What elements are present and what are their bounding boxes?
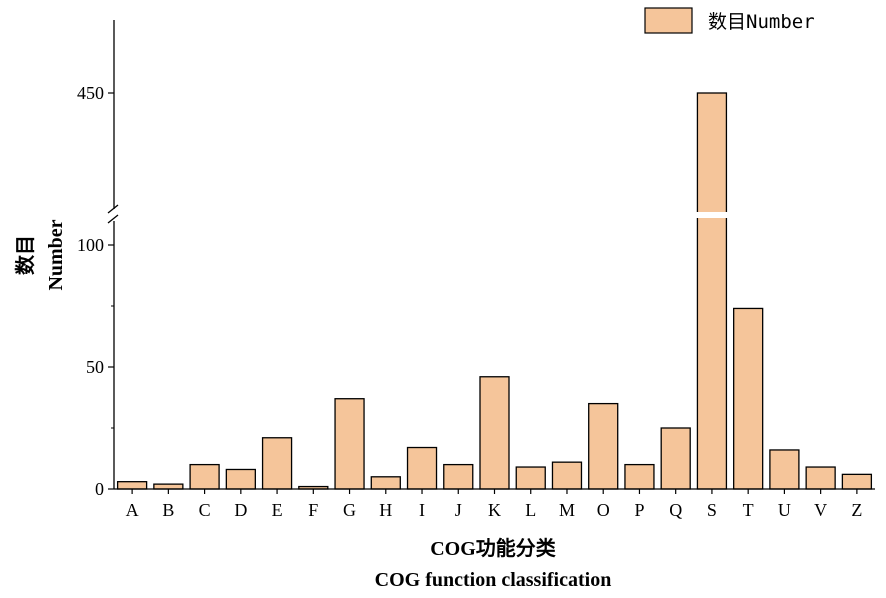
x-tick-label-L: L xyxy=(525,500,536,520)
bar-I xyxy=(406,446,438,490)
x-tick-label-H: H xyxy=(379,500,392,520)
x-tick-label-P: P xyxy=(634,500,644,520)
y-tick-label-50: 50 xyxy=(86,357,104,377)
x-tick-label-S: S xyxy=(707,500,717,520)
bar-break-gap-S xyxy=(695,212,729,218)
y-axis-break-mark xyxy=(107,214,119,224)
x-axis-title-en: COG function classification xyxy=(375,569,612,591)
x-tick-label-U: U xyxy=(778,500,791,520)
x-tick-label-E: E xyxy=(272,500,283,520)
x-tick-label-C: C xyxy=(199,500,211,520)
legend: 数目Number xyxy=(644,7,815,34)
bars-group xyxy=(116,92,873,490)
bar-K xyxy=(479,376,510,490)
y-tick-label-450: 450 xyxy=(77,83,104,103)
y-axis-break-mark xyxy=(107,204,119,214)
x-axis-title-cn: COG功能分类 xyxy=(430,536,556,560)
x-tick-label-I: I xyxy=(419,500,425,520)
legend-label: 数目Number xyxy=(708,11,815,33)
bar-L xyxy=(515,466,546,490)
axes-group xyxy=(107,20,875,494)
y-tick-labels: 0 50 100 450 xyxy=(77,83,104,499)
x-tick-label-M: M xyxy=(559,500,575,520)
bar-V xyxy=(805,466,836,490)
bar-E xyxy=(261,437,293,490)
x-tick-label-Q: Q xyxy=(669,500,682,520)
bar-S xyxy=(696,92,728,490)
bar-T xyxy=(733,307,764,490)
x-tick-label-K: K xyxy=(488,500,501,520)
bar-H xyxy=(370,476,401,490)
legend-swatch xyxy=(644,7,693,34)
bar-D xyxy=(225,468,256,490)
y-tick-label-100: 100 xyxy=(77,235,104,255)
bar-M xyxy=(551,461,583,490)
bar-B xyxy=(153,483,184,490)
bar-C xyxy=(189,463,220,490)
x-tick-label-Z: Z xyxy=(851,500,862,520)
bar-P xyxy=(624,463,655,490)
bar-G xyxy=(334,398,365,490)
y-axis-title-en: Number xyxy=(45,219,67,290)
bar-J xyxy=(443,463,474,490)
x-tick-label-V: V xyxy=(814,500,827,520)
y-axis-title-cn: 数目 xyxy=(13,235,37,275)
bar-Q xyxy=(660,427,691,490)
x-tick-label-T: T xyxy=(743,500,754,520)
x-tick-label-F: F xyxy=(308,500,318,520)
x-tick-label-O: O xyxy=(597,500,610,520)
bar-Z xyxy=(841,473,873,490)
x-tick-label-A: A xyxy=(126,500,139,520)
x-tick-label-D: D xyxy=(234,500,247,520)
bar-U xyxy=(769,449,800,490)
x-tick-label-J: J xyxy=(455,500,462,520)
bar-O xyxy=(588,402,619,490)
bar-A xyxy=(116,481,148,490)
x-tick-label-G: G xyxy=(343,500,356,520)
y-tick-label-0: 0 xyxy=(95,479,104,499)
x-tick-label-B: B xyxy=(162,500,174,520)
